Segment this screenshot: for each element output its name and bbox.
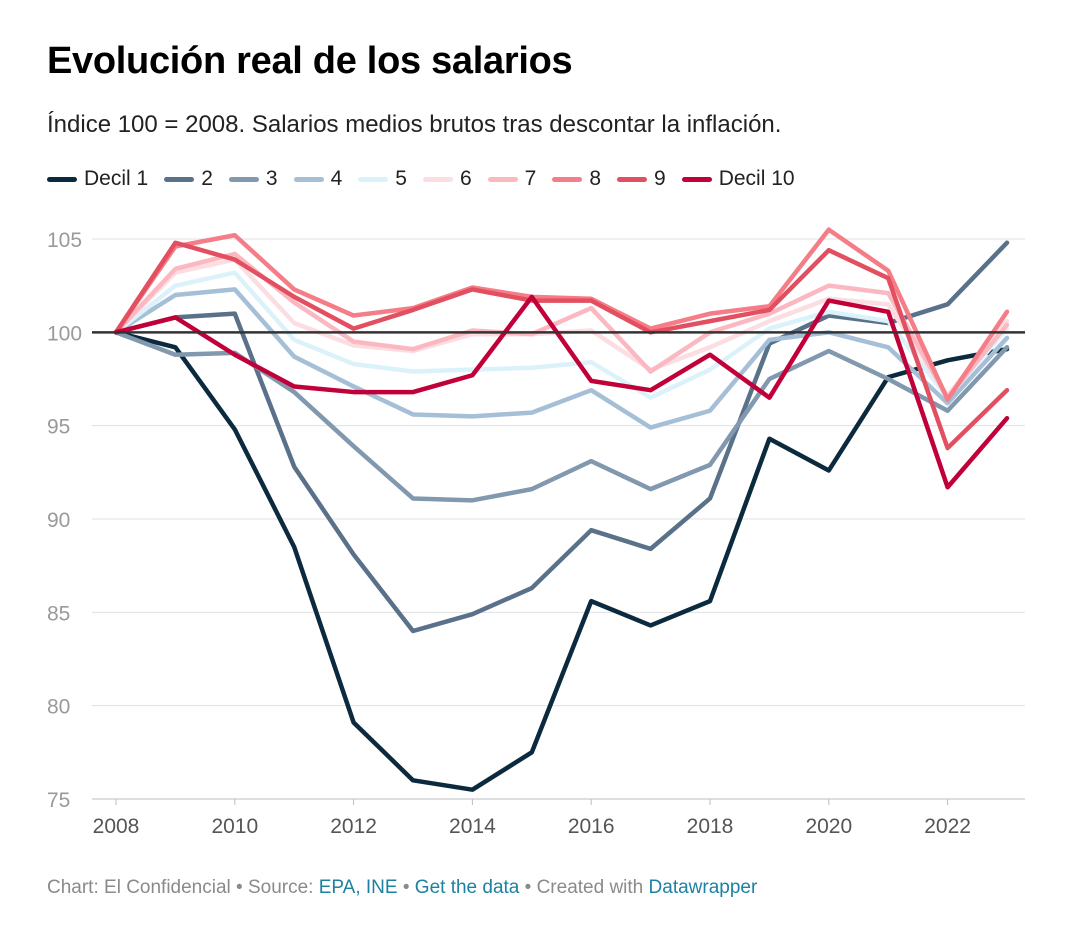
legend-swatch [358,176,389,182]
series-line-6 [113,257,1010,399]
legend-label: 9 [654,167,666,190]
source-link[interactable]: EPA, INE [318,877,398,898]
legend-swatch [422,176,453,182]
legend-swatch [164,176,195,182]
x-tick-label: 2020 [805,815,852,838]
y-tick-label: 90 [47,509,70,532]
series-line-4 [113,287,1010,430]
legend-swatch [293,176,324,182]
series-line-5 [113,270,1010,400]
footer-separator: • Source: [230,877,319,898]
legend-item: 8 [552,167,601,191]
series-line-9 [113,240,1010,451]
series-line-decil-1 [113,330,1010,792]
legend-swatch [228,176,259,182]
legend-item: 7 [487,167,537,191]
series-line-2 [113,240,1010,634]
legend-item: 4 [293,167,343,191]
legend-item: 3 [228,167,278,191]
x-tick-label: 2012 [330,815,377,838]
legend-label: 4 [330,167,343,190]
legend-item: 9 [617,167,666,191]
x-tick-label: 2010 [211,815,258,838]
legend-label: 7 [524,167,537,190]
legend-swatch [617,176,648,182]
legend-label: 5 [395,167,407,190]
legend-item: 2 [164,167,213,191]
y-tick-label: 105 [47,229,82,252]
legend-item: Decil 1 [47,167,148,191]
series-line-8 [113,227,1010,402]
legend-swatch [681,176,712,182]
chart-title: Evolución real de los salarios [47,40,573,82]
y-tick-label: 95 [47,416,70,439]
x-tick-label: 2018 [687,815,734,838]
legend-label: Decil 10 [718,167,795,190]
y-tick-label: 80 [47,696,70,719]
legend-item: Decil 10 [681,167,795,191]
x-tick-label: 2022 [924,815,971,838]
legend-label: Decil 1 [84,167,149,190]
y-tick-label: 100 [47,322,82,345]
legend-swatch [552,176,583,182]
legend-swatch [47,176,77,182]
x-tick-label: 2008 [93,815,140,838]
footer: Chart: El Confidencial • Source: EPA, IN… [47,877,757,899]
y-tick-label: 85 [47,602,70,625]
datawrapper-link[interactable]: Datawrapper [648,877,758,898]
chart-subtitle: Índice 100 = 2008. Salarios medios bruto… [47,111,782,138]
legend: Decil 1 2 3 4 5 6 7 8 9 Decil 10 [47,167,811,191]
x-tick-label: 2014 [449,815,496,838]
x-tick-label: 2016 [568,815,615,838]
legend-label: 6 [459,167,472,190]
footer-credit: Chart: El Confidencial [47,877,231,898]
series-line-decil-10 [113,294,1010,490]
legend-label: 3 [265,167,278,190]
footer-separator: • [397,877,415,898]
legend-label: 8 [589,167,602,190]
footer-separator: • Created with [519,877,649,898]
get-data-link[interactable]: Get the data [414,877,520,898]
legend-item: 6 [422,167,472,191]
legend-label: 2 [201,167,213,190]
y-tick-label: 75 [47,789,70,812]
legend-item: 5 [358,167,407,191]
legend-swatch [487,176,518,182]
